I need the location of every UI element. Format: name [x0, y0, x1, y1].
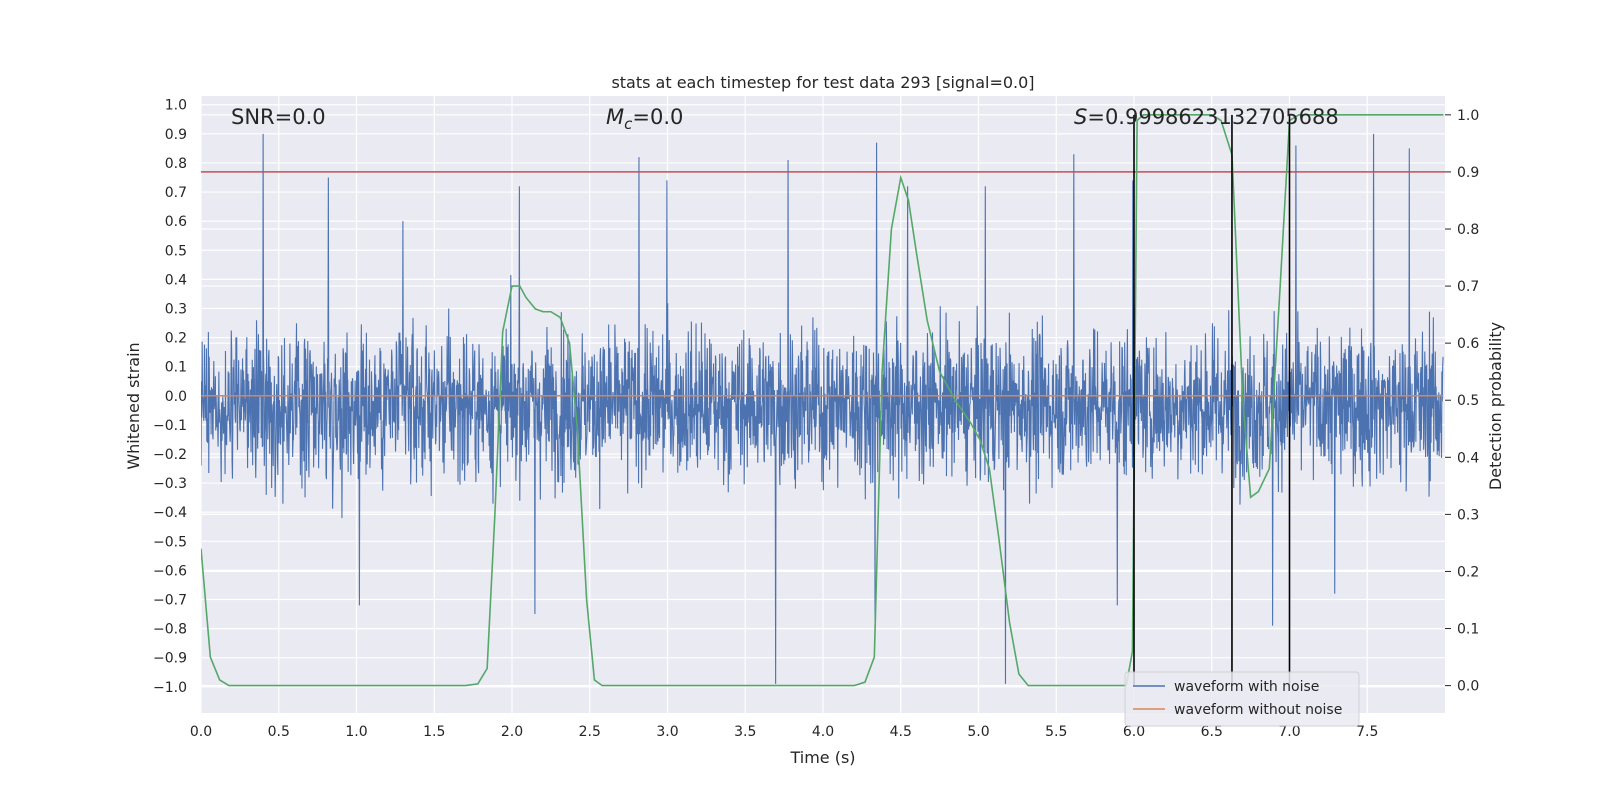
series-detection-probability	[201, 114, 1444, 687]
x-tick-label: 1.5	[423, 724, 445, 740]
x-tick-label: 2.0	[501, 724, 523, 740]
y-tick-label: −1.0	[153, 680, 187, 696]
mc-annotation: Mc=0.0	[606, 105, 683, 133]
y-tick-label: 0.1	[165, 360, 187, 376]
series-waveform-with-noise	[201, 133, 1444, 684]
y-tick-label: 0.5	[165, 243, 187, 259]
legend-label-clean: waveform without noise	[1174, 702, 1342, 718]
y-tick-label: 0.4	[165, 272, 187, 288]
y-tick-label: −0.8	[153, 622, 187, 638]
y-axis-right: 1.0 0.9 0.8 0.7 0.6 0.5 0.4 0.3 0.2 0.1 0.0	[1445, 108, 1479, 695]
y-tick-label: −0.6	[153, 563, 187, 579]
y-tick-label: −0.2	[153, 447, 187, 463]
x-tick-label: 5.5	[1045, 724, 1067, 740]
y-tick-label: 0.9	[165, 127, 187, 143]
x-tick-label: 4.0	[812, 724, 834, 740]
score-value: =0.9998623132705688	[1087, 105, 1338, 129]
mc-symbol: M	[606, 105, 624, 129]
y-tick-label: 0.6	[165, 214, 187, 230]
x-tick-label: 2.5	[579, 724, 601, 740]
y2-tick-label: 0.3	[1457, 507, 1479, 523]
y-tick-label: 0.0	[165, 389, 187, 405]
x-tick-label: 7.5	[1356, 724, 1378, 740]
y-axis-label: Whitened strain	[124, 342, 143, 469]
y2-tick-label: 0.1	[1457, 622, 1479, 638]
y2-tick-label: 0.7	[1457, 279, 1479, 295]
y2-tick-label: 0.5	[1457, 393, 1479, 409]
legend: waveform with noise waveform without noi…	[1124, 671, 1360, 727]
y-tick-label: 0.7	[165, 185, 187, 201]
y2-tick-label: 0.8	[1457, 222, 1479, 238]
y-tick-label: 0.8	[165, 156, 187, 172]
mc-subscript: c	[624, 115, 633, 133]
y-axis-left: 1.0 0.9 0.8 0.7 0.6 0.5 0.4 0.3 0.2 0.1 0.0 −0.1 −0.…	[153, 98, 187, 696]
x-tick-label: 7.0	[1278, 724, 1300, 740]
snr-annotation: SNR=0.0	[231, 105, 326, 129]
x-tick-label: 6.0	[1123, 724, 1145, 740]
chart-title: stats at each timestep for test data 293…	[611, 73, 1034, 92]
legend-label-noise: waveform with noise	[1174, 679, 1319, 695]
y2-tick-label: 0.0	[1457, 679, 1479, 695]
y2-tick-label: 1.0	[1457, 108, 1479, 124]
x-axis-label: Time (s)	[789, 748, 855, 767]
y-tick-label: 1.0	[165, 98, 187, 114]
y2-axis-label: Detection probability	[1486, 322, 1505, 490]
y-tick-label: 0.2	[165, 331, 187, 347]
x-tick-label: 0.0	[190, 724, 212, 740]
y-tick-label: −0.4	[153, 505, 187, 521]
y-tick-label: −0.5	[153, 534, 187, 550]
y-tick-label: −0.1	[153, 418, 187, 434]
x-tick-label: 3.5	[734, 724, 756, 740]
x-tick-label: 3.0	[656, 724, 678, 740]
y-tick-label: −0.9	[153, 651, 187, 667]
y2-tick-label: 0.2	[1457, 564, 1479, 580]
x-tick-label: 0.5	[268, 724, 290, 740]
mc-value: =0.0	[632, 105, 683, 129]
x-tick-label: 1.0	[345, 724, 367, 740]
y-tick-label: −0.3	[153, 476, 187, 492]
plot-area	[201, 114, 1445, 687]
x-tick-label: 6.5	[1201, 724, 1223, 740]
y-tick-label: −0.7	[153, 592, 187, 608]
y2-tick-label: 0.4	[1457, 450, 1479, 466]
x-axis: 0.0 0.5 1.0 1.5 2.0 2.5 3.0 3.5 4.0 4.5 5.0 5.5 6.0 6…	[190, 724, 1379, 740]
score-symbol: S	[1074, 105, 1087, 129]
legend-box	[1124, 671, 1360, 727]
score-annotation: S=0.9998623132705688	[1074, 105, 1339, 129]
y-tick-label: 0.3	[165, 301, 187, 317]
x-tick-label: 5.0	[967, 724, 989, 740]
y2-tick-label: 0.9	[1457, 165, 1479, 181]
x-tick-label: 4.5	[890, 724, 912, 740]
y2-tick-label: 0.6	[1457, 336, 1479, 352]
